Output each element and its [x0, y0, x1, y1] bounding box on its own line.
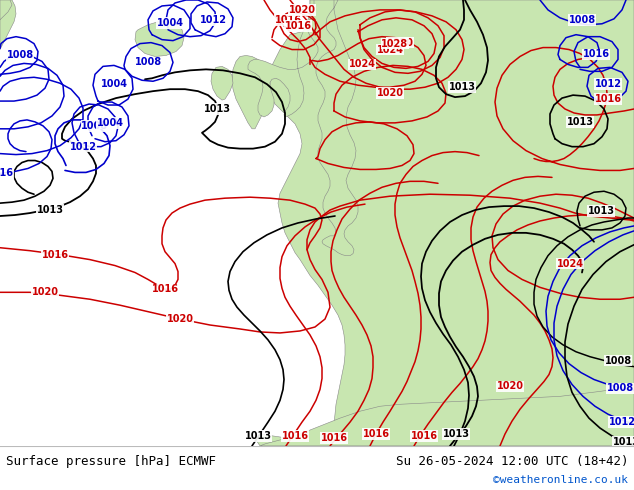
Text: 1012: 1012 — [595, 79, 621, 89]
Text: 1028: 1028 — [382, 39, 408, 49]
Text: 1008: 1008 — [607, 384, 633, 393]
Text: 1020: 1020 — [387, 38, 413, 48]
Text: 1013: 1013 — [245, 431, 271, 441]
Text: 1016: 1016 — [285, 21, 311, 31]
Text: 1016: 1016 — [275, 15, 302, 25]
Text: 1008: 1008 — [604, 356, 631, 366]
Text: 1012: 1012 — [200, 15, 226, 25]
Text: 1020: 1020 — [167, 314, 193, 324]
Text: 1016: 1016 — [595, 94, 621, 104]
Polygon shape — [248, 0, 318, 117]
Polygon shape — [211, 66, 233, 100]
Text: 1013: 1013 — [612, 437, 634, 447]
Text: 1013: 1013 — [448, 82, 476, 92]
Text: 1008: 1008 — [6, 50, 34, 60]
Text: 1013: 1013 — [588, 206, 614, 216]
Text: 1020: 1020 — [288, 5, 316, 15]
Polygon shape — [0, 0, 12, 20]
Text: 1020: 1020 — [32, 287, 58, 297]
Text: 1024: 1024 — [377, 45, 403, 54]
Text: Surface pressure [hPa] ECMWF: Surface pressure [hPa] ECMWF — [6, 455, 216, 468]
Polygon shape — [316, 0, 358, 256]
Text: 1016: 1016 — [583, 49, 609, 59]
Text: 1016: 1016 — [281, 431, 309, 441]
Polygon shape — [135, 22, 184, 56]
Text: 1008: 1008 — [569, 15, 595, 25]
Text: 1012: 1012 — [70, 142, 96, 151]
Text: ©weatheronline.co.uk: ©weatheronline.co.uk — [493, 475, 628, 485]
Polygon shape — [0, 0, 16, 49]
Text: 1013: 1013 — [567, 117, 593, 127]
Text: 1012: 1012 — [609, 417, 634, 427]
Polygon shape — [232, 55, 270, 129]
Text: 1024: 1024 — [557, 259, 583, 269]
Text: 1008: 1008 — [136, 57, 162, 68]
Text: 1020: 1020 — [377, 88, 403, 98]
Text: 1004: 1004 — [157, 18, 183, 28]
Polygon shape — [260, 387, 634, 446]
Polygon shape — [268, 0, 634, 446]
Text: 1008: 1008 — [81, 121, 108, 131]
Text: 1024: 1024 — [349, 59, 375, 70]
Text: 1016: 1016 — [321, 433, 347, 443]
Polygon shape — [255, 434, 340, 446]
Text: 1013: 1013 — [443, 429, 470, 439]
Text: Su 26-05-2024 12:00 UTC (18+42): Su 26-05-2024 12:00 UTC (18+42) — [396, 455, 628, 468]
Text: 1013: 1013 — [37, 205, 63, 215]
Text: 1020: 1020 — [496, 381, 524, 392]
Text: 1016: 1016 — [0, 169, 13, 178]
Text: 1016: 1016 — [410, 431, 437, 441]
Text: 1016: 1016 — [152, 284, 179, 294]
Text: 1016: 1016 — [363, 429, 389, 439]
Text: 1004: 1004 — [96, 118, 124, 128]
Text: 1013: 1013 — [204, 104, 231, 114]
Text: 1004: 1004 — [101, 79, 127, 89]
Text: 1016: 1016 — [41, 250, 68, 260]
